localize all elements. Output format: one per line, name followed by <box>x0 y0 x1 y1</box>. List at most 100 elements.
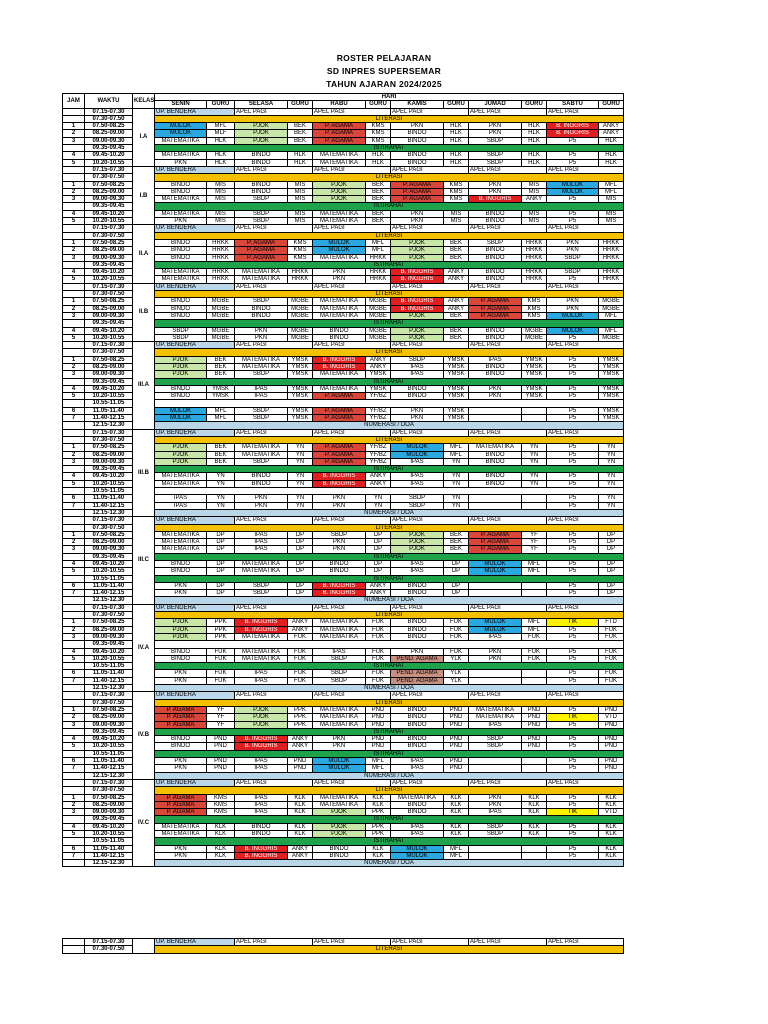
teacher-cell: FUK <box>597 625 625 634</box>
literasi-band: LITERASI <box>153 173 625 182</box>
table-row: 12.15-12.30 NUMERASI / DOA <box>62 421 625 430</box>
teacher-cell: KMS <box>206 800 235 810</box>
teacher-cell: MGBE <box>287 304 313 313</box>
subject-cell: MULOK <box>468 559 522 569</box>
apel-cell: APEL PAGI <box>545 778 625 788</box>
teacher-cell: PND <box>206 742 235 751</box>
teacher-cell: MGBE <box>206 333 235 343</box>
jam-cell: 4 <box>62 326 85 335</box>
subject-cell: IPAS <box>390 764 444 773</box>
teacher-cell: DP <box>597 538 625 547</box>
subject-cell: P. AGAMA <box>468 545 522 554</box>
subject-cell: IPAS <box>234 793 288 802</box>
waktu-cell: 09.45-10.20 <box>84 822 133 832</box>
jam-cell: 3 <box>62 720 85 729</box>
waktu-cell: 09.35-09.45 <box>84 377 133 386</box>
subject-cell: B. INGGRIS <box>312 479 366 489</box>
subject-cell: BINDO <box>154 742 207 751</box>
teacher-cell: MGBE <box>597 297 625 306</box>
teacher-cell: ANKY <box>597 122 625 131</box>
empty-band <box>153 640 625 649</box>
teacher-cell: YN <box>597 501 625 510</box>
subject-cell: B. INGGRIS <box>234 844 288 853</box>
apel-cell: APEL PAGI <box>390 937 469 947</box>
table-row: 09.35-09.45 ISTIRAHAT <box>62 260 625 270</box>
teacher-cell: YN <box>597 443 625 452</box>
table-row: 07.15-07.30 IV.B UP. BENDERA APEL PAGI APEL … <box>62 691 625 780</box>
waktu-cell: 07.30-07.50 <box>84 523 133 532</box>
subject-cell: IPAS <box>234 800 288 810</box>
teacher-cell <box>521 494 547 503</box>
apel-cell: APEL PAGI <box>312 937 391 947</box>
subject-cell: MATEMATIKA <box>468 443 522 452</box>
subject-cell: IPAS <box>390 479 444 489</box>
waktu-cell: 07.30-07.50 <box>84 611 133 620</box>
teacher-cell: MGBE <box>365 326 391 335</box>
subject-cell: MATEMATIKA <box>234 567 288 576</box>
subject-cell: PKN <box>546 304 599 313</box>
subject-cell: SBDP <box>468 735 522 744</box>
subject-cell: MATEMATIKA <box>154 151 207 160</box>
jam-cell: 7 <box>62 676 85 686</box>
teacher-cell: DP <box>597 589 625 598</box>
table-row: 4 09.45-10.20 MATEMATIKA HRKK MATEMATIKA HRKK… <box>62 268 625 277</box>
day-header: KAMIS <box>390 100 444 109</box>
apel-cell: APEL PAGI <box>390 282 469 292</box>
teacher-cell: FUK <box>287 647 313 656</box>
teacher-cell: FUK <box>365 647 391 656</box>
subject-cell: PKN <box>154 589 207 598</box>
waktu-cell: 09.45-10.20 <box>84 647 133 656</box>
subject-cell: BINDO <box>390 392 444 401</box>
subject-cell: P5 <box>546 392 599 401</box>
waktu-cell: 07.15-07.30 <box>84 107 133 116</box>
jam-cell: 1 <box>62 180 85 189</box>
subject-cell: B. INGGRIS <box>546 129 599 138</box>
subject-cell: IPAS <box>234 764 288 773</box>
teacher-cell: PPK <box>287 720 313 729</box>
teacher-cell: YN <box>206 501 235 510</box>
apel-cell: APEL PAGI <box>312 778 391 788</box>
teacher-cell: PND <box>521 705 547 715</box>
teacher-cell: DP <box>287 567 313 576</box>
table-row: 5 10.20-10.55 BINDO PND B. INGGRIS ANKY PKN PND… <box>62 742 625 751</box>
teacher-cell: YF <box>521 530 547 540</box>
jam-cell <box>62 377 85 386</box>
subject-cell: B. INGGRIS <box>234 625 288 634</box>
waktu-cell: 12.15-12.30 <box>84 508 133 518</box>
subject-cell: MATEMATIKA <box>154 136 207 146</box>
teacher-cell: PND <box>443 735 469 744</box>
teacher-cell: HRKK <box>365 275 391 284</box>
teacher-cell: HLK <box>287 158 313 167</box>
teacher-cell: YMSK <box>521 355 547 365</box>
subject-cell: PKN <box>390 217 444 226</box>
teacher-cell: MIS <box>521 180 547 189</box>
teacher-cell: YF/BZ <box>365 414 391 423</box>
teacher-cell: FUK <box>206 669 235 678</box>
apel-cell: APEL PAGI <box>390 603 469 613</box>
table-row: 2 08.25-09.00 MATEMATIKA DP IPAS DP PKN DP PJOK B… <box>62 538 625 547</box>
table-row: 6 11.05-11.40 PKN PND IPAS PND MULOK MFL IPAS PND… <box>62 756 625 766</box>
subject-cell: PEND. AGAMA <box>390 654 444 664</box>
subject-cell: BINDO <box>312 844 366 853</box>
apel-cell: APEL PAGI <box>468 691 547 700</box>
istirahat-band: ISTIRAHAT <box>153 377 625 386</box>
teacher-cell: MGBE <box>521 333 547 343</box>
subject-cell: B. INGGRIS <box>390 304 444 313</box>
teacher-cell: ANKY <box>443 275 469 284</box>
waktu-cell: 07.30-07.50 <box>84 348 133 357</box>
teacher-cell: HRKK <box>287 275 313 284</box>
jam-cell: 5 <box>62 333 85 343</box>
waktu-cell: 07.30-07.50 <box>84 698 133 707</box>
title-line-2: SD INPRES SUPERSEMAR <box>326 66 442 76</box>
jam-cell <box>62 945 85 954</box>
subject-cell: MATEMATIKA <box>312 800 366 810</box>
table-row: 2 08.25-09.00 BINDO MGBE BINDO MGBE MATEMATIKA… <box>62 304 625 313</box>
jam-cell: 1 <box>62 530 85 540</box>
subject-cell: PJOK <box>154 370 207 379</box>
subject-cell: PJOK <box>234 720 288 729</box>
subject-cell <box>468 501 522 510</box>
waktu-cell: 09.00-09.30 <box>84 311 133 321</box>
table-row: 3 09.00-09.30 BINDO MGBE BINDO MGBE MATEMATIKA… <box>62 311 625 321</box>
subject-cell: P5 <box>546 457 599 467</box>
subject-cell: SBDP <box>468 822 522 832</box>
